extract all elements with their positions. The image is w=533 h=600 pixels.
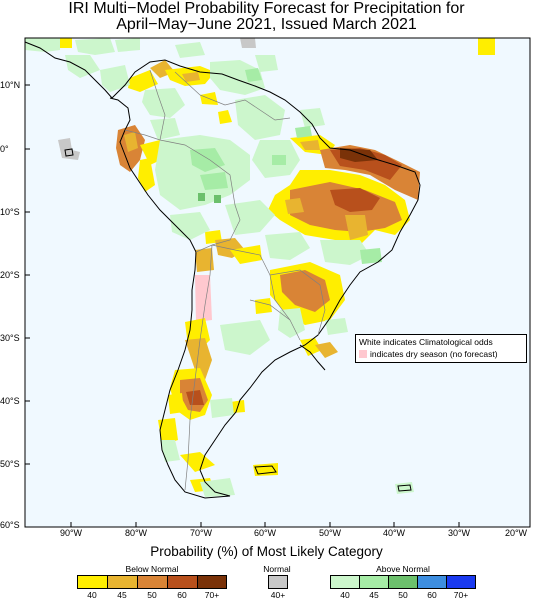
legend-swatch-above-45 (359, 575, 389, 589)
legend-swatch-below-60 (167, 575, 198, 589)
legend-tick: 45 (117, 590, 127, 600)
legend-swatch-normal (268, 575, 288, 589)
coastlines (24, 41, 421, 499)
lat-label: 10°N (0, 80, 21, 90)
lon-label: 60°W (253, 528, 277, 538)
legend-title: Probability (%) of Most Likely Category (150, 544, 383, 559)
dry-season-swatch (359, 350, 367, 358)
lat-label: 50°S (0, 459, 20, 469)
legend-tick: 70+ (453, 590, 469, 600)
lat-label: 60°S (0, 520, 20, 530)
country-borders (124, 69, 326, 491)
legend-below-normal-label: Below Normal (125, 564, 179, 574)
legend-tick: 40+ (270, 590, 286, 600)
legend-tick: 60 (177, 590, 187, 600)
legend-tick: 50 (398, 590, 408, 600)
legend-normal-label: Normal (263, 564, 291, 574)
lon-label: 30°W (447, 528, 471, 538)
lon-label: 70°W (189, 528, 213, 538)
lon-label: 50°W (318, 528, 342, 538)
note-dry-season: indicates dry season (no forecast) (370, 349, 498, 359)
legend-swatch-below-50 (137, 575, 168, 589)
legend-swatch-above-40 (330, 575, 360, 589)
legend-swatch-above-60 (417, 575, 447, 589)
legend-tick: 70+ (204, 590, 220, 600)
legend-swatch-below-40 (77, 575, 108, 589)
legend-tick: 60 (427, 590, 437, 600)
climatology-note: White indicates Climatological odds indi… (355, 334, 527, 363)
map-title-line-1: IRI Multi−Model Probability Forecast for… (68, 0, 465, 17)
note-climatology: White indicates Climatological odds (359, 337, 493, 347)
lat-label: 40°S (0, 396, 20, 406)
legend-tick: 50 (147, 590, 157, 600)
map-frame (24, 37, 531, 528)
legend-swatch-below-70 (197, 575, 227, 589)
lon-label: 80°W (124, 528, 148, 538)
lon-label: 90°W (59, 528, 83, 538)
legend-above-normal-label: Above Normal (376, 564, 430, 574)
lon-label: 40°W (382, 528, 406, 538)
legend-swatch-above-50 (388, 575, 418, 589)
legend-tick: 45 (369, 590, 379, 600)
legend-tick: 40 (87, 590, 97, 600)
legend-swatch-above-70 (446, 575, 476, 589)
lat-label: 30°S (0, 333, 20, 343)
legend-tick: 40 (340, 590, 350, 600)
axis-ticks (25, 84, 460, 527)
map-title-line-2: April−May−June 2021, Issued March 2021 (116, 16, 417, 33)
lat-label: 20°S (0, 270, 20, 280)
lat-label: 10°S (0, 207, 20, 217)
lat-label: 0° (0, 144, 9, 154)
legend-swatch-below-45 (107, 575, 138, 589)
lon-label: 20°W (504, 528, 528, 538)
